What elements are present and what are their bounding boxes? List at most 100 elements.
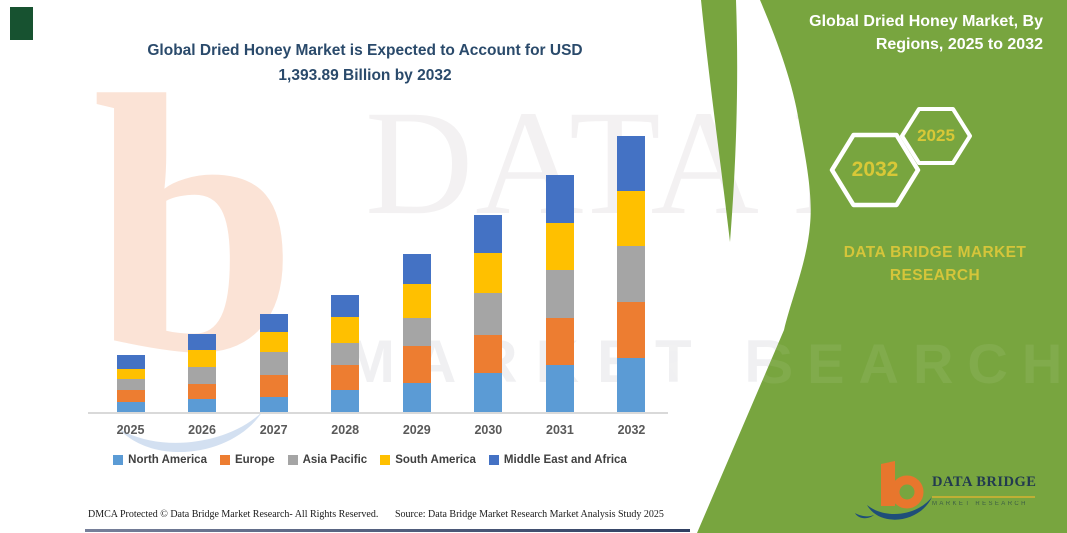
- legend-swatch: [488, 455, 499, 465]
- hexagon-2025: [900, 107, 972, 165]
- logo-b-bowl: [890, 475, 924, 509]
- legend-item-europe: Europe: [219, 454, 275, 466]
- legend-label: South America: [395, 454, 476, 466]
- logo-name: DATA BRIDGE: [932, 474, 1037, 490]
- bar-segment-asia-pacific-2027: [259, 352, 288, 376]
- green-panel: [697, 0, 1067, 533]
- footer-dmca-text: DMCA Protected © Data Bridge Market Rese…: [88, 509, 379, 520]
- legend-swatch: [380, 455, 391, 465]
- legend-item-asia-pacific: Asia Pacific: [287, 454, 368, 466]
- footer-source-text: Source: Data Bridge Market Research Mark…: [395, 509, 664, 520]
- logo-swoosh-tail: [855, 513, 874, 519]
- bar-segment-middle-east-and-africa-2026: [188, 333, 217, 350]
- bottom-divider-line: [85, 529, 690, 532]
- bar-2027: [259, 313, 288, 413]
- x-axis-label-2027: 2027: [259, 423, 288, 437]
- logo-swoosh: [867, 497, 932, 520]
- x-axis-label-2025: 2025: [116, 423, 145, 437]
- bar-segment-asia-pacific-2030: [474, 292, 503, 335]
- bar-segment-europe-2032: [617, 302, 646, 358]
- bar-2030: [474, 215, 503, 413]
- bar-segment-asia-pacific-2032: [617, 246, 646, 303]
- sidebar-heading-line2: Regions, 2025 to 2032: [875, 36, 1043, 53]
- bar-segment-north-america-2032: [617, 357, 646, 413]
- bar-segment-europe-2025: [116, 389, 145, 403]
- plot-area: [0, 100, 1067, 413]
- legend-swatch: [287, 455, 298, 465]
- bar-segment-south-america-2029: [402, 284, 431, 318]
- green-panel-sliver: [701, 0, 738, 242]
- bar-segment-middle-east-and-africa-2032: [617, 136, 646, 192]
- bar-segment-middle-east-and-africa-2031: [545, 174, 574, 224]
- bar-segment-north-america-2027: [259, 396, 288, 413]
- legend-item-middle-east-and-africa: Middle East and Africa: [488, 454, 627, 466]
- bar-segment-asia-pacific-2029: [402, 317, 431, 347]
- legend-item-south-america: South America: [380, 454, 476, 466]
- legend-swatch: [219, 455, 230, 465]
- legend-label: Europe: [234, 454, 275, 466]
- x-axis-label-2026: 2026: [188, 423, 216, 437]
- hexagon-2025-label: 2025: [917, 126, 955, 145]
- legend-label: Asia Pacific: [302, 454, 368, 466]
- x-axis-label-2028: 2028: [331, 423, 360, 437]
- bar-segment-north-america-2029: [402, 383, 431, 413]
- bar-segment-europe-2028: [331, 364, 360, 390]
- legend-swatch: [113, 455, 124, 465]
- bar-segment-south-america-2027: [259, 331, 288, 353]
- blue-swoosh-watermark: [118, 412, 262, 453]
- bar-segment-europe-2027: [259, 375, 288, 397]
- bar-segment-asia-pacific-2025: [116, 378, 145, 390]
- x-axis-label-2029: 2029: [402, 423, 431, 437]
- chart-title-line1: Global Dried Honey Market is Expected to…: [147, 42, 583, 59]
- corner-marker: [10, 7, 33, 40]
- bar-segment-europe-2030: [474, 334, 503, 373]
- bar-segment-middle-east-and-africa-2028: [331, 294, 360, 318]
- bar-segment-middle-east-and-africa-2025: [116, 354, 145, 370]
- research-watermark-on-green: RESEARCH: [650, 332, 1067, 395]
- bar-2028: [331, 294, 360, 413]
- legend-label: North America: [128, 454, 207, 466]
- bar-segment-europe-2029: [402, 346, 431, 383]
- bar-segment-south-america-2025: [116, 369, 145, 379]
- bar-segment-north-america-2025: [116, 402, 145, 413]
- logo-underline: [932, 496, 1035, 498]
- bar-2032: [617, 136, 646, 413]
- bar-segment-europe-2031: [545, 318, 574, 365]
- bar-2025: [116, 354, 145, 413]
- x-axis-label-2031: 2031: [546, 423, 574, 437]
- bar-2029: [402, 254, 431, 413]
- bar-segment-south-america-2030: [474, 252, 503, 293]
- bar-segment-middle-east-and-africa-2030: [474, 215, 503, 253]
- bar-segment-north-america-2031: [545, 364, 574, 413]
- bar-2026: [188, 333, 217, 413]
- chart-title: Global Dried Honey Market is Expected to…: [100, 38, 630, 88]
- sidebar-heading-line1: Global Dried Honey Market, By: [809, 13, 1043, 30]
- bar-segment-asia-pacific-2031: [545, 269, 574, 319]
- bar-segment-asia-pacific-2028: [331, 343, 360, 365]
- bar-segment-south-america-2031: [545, 223, 574, 270]
- bar-segment-north-america-2028: [331, 389, 360, 413]
- legend-label: Middle East and Africa: [503, 454, 627, 466]
- brand-wordmark-line1: DATA BRIDGE MARKET: [843, 244, 1027, 261]
- x-axis-line: [88, 412, 668, 414]
- bar-segment-north-america-2030: [474, 372, 503, 413]
- chart-title-line2: 1,393.89 Billion by 2032: [278, 67, 452, 84]
- sidebar-heading: Global Dried Honey Market, By Regions, 2…: [743, 10, 1043, 56]
- x-axis-label-2032: 2032: [617, 423, 646, 437]
- legend-item-north-america: North America: [113, 454, 207, 466]
- bar-segment-south-america-2026: [188, 349, 217, 367]
- x-axis-label-2030: 2030: [474, 423, 503, 437]
- bar-segment-south-america-2032: [617, 191, 646, 247]
- logo-tagline: MARKET RESEARCH: [932, 501, 1028, 507]
- bar-segment-middle-east-and-africa-2029: [402, 254, 431, 285]
- hexagon-2032: [829, 132, 921, 208]
- bar-2031: [545, 174, 574, 413]
- bar-segment-north-america-2026: [188, 398, 217, 413]
- bar-segment-middle-east-and-africa-2027: [259, 313, 288, 332]
- chart-legend: North America Europe Asia Pacific South Ame…: [40, 454, 700, 466]
- brand-wordmark-line2: RESEARCH: [889, 267, 981, 284]
- bar-segment-asia-pacific-2026: [188, 366, 217, 384]
